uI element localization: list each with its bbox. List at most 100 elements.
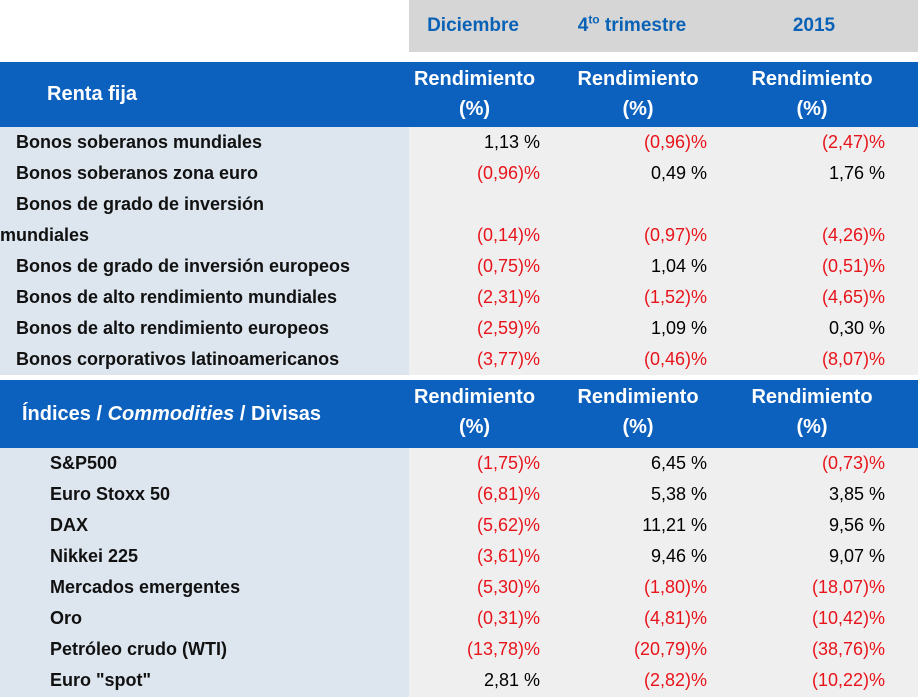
value-trimestre: (0,96)%: [643, 132, 707, 152]
value-diciembre: (0,31)%: [476, 608, 540, 628]
value-trimestre: 1,04 %: [650, 256, 707, 276]
value-columns-bg: [409, 127, 918, 375]
row-label-continuation: mundiales: [0, 225, 90, 245]
table-row: Bonos de alto rendimiento mundiales (2,3…: [0, 282, 918, 313]
value-2015: (2,47)%: [821, 132, 885, 152]
quarter-ordinal-suffix: to: [588, 12, 600, 27]
table-row-label-continued: Bonos de grado de inversión: [0, 189, 918, 220]
col-header-line1: Rendimiento: [577, 386, 699, 408]
renta-fija-table: Bonos soberanos mundiales 1,13 % (0,96)%…: [0, 127, 918, 375]
value-2015: 0,30 %: [828, 318, 885, 338]
value-diciembre: (3,77)%: [476, 349, 540, 369]
row-label: Mercados emergentes: [50, 577, 241, 597]
row-label: Bonos de alto rendimiento mundiales: [16, 287, 338, 307]
value-trimestre: (0,46)%: [643, 349, 707, 369]
value-trimestre: (4,81)%: [643, 608, 707, 628]
value-trimestre: (2,82)%: [643, 670, 707, 690]
value-trimestre: 1,09 %: [650, 318, 707, 338]
table-row: Bonos soberanos mundiales 1,13 % (0,96)%…: [0, 127, 918, 158]
value-trimestre: (0,97)%: [643, 225, 707, 245]
col-header-line1: Rendimiento: [413, 68, 536, 90]
value-diciembre: 2,81 %: [483, 670, 540, 690]
value-diciembre: (0,96)%: [476, 163, 540, 183]
value-diciembre: 1,13 %: [483, 132, 540, 152]
value-trimestre: (1,80)%: [643, 577, 707, 597]
row-label: Bonos de grado de inversión europeos: [16, 256, 351, 276]
value-trimestre: 0,49 %: [650, 163, 707, 183]
row-label: S&P500: [50, 453, 118, 473]
value-2015: (18,07)%: [811, 577, 885, 597]
row-label: DAX: [50, 515, 89, 535]
col-header-line2: (%): [622, 98, 654, 120]
section-header-renta-fija: Renta fija Rendimiento (%) Rendimiento (%)…: [0, 62, 918, 127]
value-2015: 9,07 %: [828, 546, 885, 566]
row-label: Bonos soberanos zona euro: [16, 163, 259, 183]
col-header-line1: Rendimiento: [751, 386, 873, 408]
value-2015: 9,56 %: [828, 515, 885, 535]
row-label: Bonos de alto rendimiento europeos: [16, 318, 330, 338]
col-header-line2: (%): [796, 416, 828, 438]
row-label: Bonos soberanos mundiales: [16, 132, 263, 152]
value-trimestre: 9,46 %: [650, 546, 707, 566]
table-row: Petróleo crudo (WTI) (13,78)% (20,79)% (…: [0, 634, 918, 665]
col-header-trimestre: Rendimiento (%): [560, 382, 716, 442]
col-header-2015: Rendimiento (%): [730, 382, 894, 442]
value-diciembre: (6,81)%: [476, 484, 540, 504]
value-diciembre: (13,78)%: [466, 639, 540, 659]
title-part-divisas: / Divisas: [239, 402, 322, 425]
value-2015: (10,22)%: [811, 670, 885, 690]
value-diciembre: (0,75)%: [476, 256, 540, 276]
value-diciembre: (3,61)%: [476, 546, 540, 566]
table-row: Bonos de grado de inversión europeos (0,…: [0, 251, 918, 282]
indices-table: S&P500 (1,75)% 6,45 % (0,73)% Euro Stoxx…: [0, 448, 918, 697]
section-title-renta-fija: Renta fija: [47, 83, 138, 105]
table-row: S&P500 (1,75)% 6,45 % (0,73)%: [0, 448, 918, 479]
section-title-indices: Índices / Commodities / Divisas: [22, 380, 321, 448]
table-row: Euro "spot" 2,81 % (2,82)% (10,22)%: [0, 665, 918, 696]
label-column-bg: [0, 448, 409, 697]
col-header-diciembre: Rendimiento (%): [409, 382, 540, 442]
table-row: Bonos soberanos zona euro (0,96)% 0,49 %…: [0, 158, 918, 189]
title-part-indices: Índices /: [22, 402, 103, 425]
col-header-trimestre: Rendimiento (%): [560, 64, 716, 124]
period-december: Diciembre: [427, 15, 519, 36]
value-2015: (0,73)%: [821, 453, 885, 473]
label-column-bg: [0, 127, 409, 375]
value-trimestre: 11,21 %: [642, 515, 707, 535]
row-label: Euro Stoxx 50: [50, 484, 171, 504]
value-diciembre: (1,75)%: [476, 453, 540, 473]
table-row: Bonos corporativos latinoamericanos (3,7…: [0, 344, 918, 375]
value-trimestre: 5,38 %: [650, 484, 707, 504]
value-diciembre: (2,31)%: [476, 287, 540, 307]
table-row: Oro (0,31)% (4,81)% (10,42)%: [0, 603, 918, 634]
value-trimestre: 6,45 %: [650, 453, 707, 473]
col-header-line2: (%): [796, 98, 828, 120]
value-2015: (4,65)%: [821, 287, 885, 307]
col-header-line2: (%): [458, 98, 491, 120]
row-label: Bonos de grado de inversión: [16, 194, 265, 214]
value-2015: (10,42)%: [811, 608, 885, 628]
value-diciembre: (5,62)%: [476, 515, 540, 535]
period-fourth-quarter: 4to trimestre: [545, 0, 719, 52]
value-2015: (0,51)%: [821, 256, 885, 276]
value-diciembre: (2,59)%: [476, 318, 540, 338]
col-header-2015: Rendimiento (%): [730, 64, 894, 124]
col-header-line2: (%): [458, 416, 491, 438]
table-row: mundiales (0,14)% (0,97)% (4,26)%: [0, 220, 918, 251]
value-trimestre: (1,52)%: [643, 287, 707, 307]
row-label: Euro "spot": [50, 670, 152, 690]
period-2015: 2015: [792, 15, 836, 36]
table-row: Nikkei 225 (3,61)% 9,46 % 9,07 %: [0, 541, 918, 572]
row-label: Oro: [50, 608, 83, 628]
table-row: Bonos de alto rendimiento europeos (2,59…: [0, 313, 918, 344]
col-header-line2: (%): [622, 416, 654, 438]
quarter-number: 4: [577, 15, 589, 36]
value-2015: (8,07)%: [821, 349, 885, 369]
table-row: DAX (5,62)% 11,21 % 9,56 %: [0, 510, 918, 541]
table-row: Euro Stoxx 50 (6,81)% 5,38 % 3,85 %: [0, 479, 918, 510]
value-diciembre: (0,14)%: [476, 225, 540, 245]
table-row: Mercados emergentes (5,30)% (1,80)% (18,…: [0, 572, 918, 603]
row-label: Petróleo crudo (WTI): [50, 639, 227, 659]
value-columns-bg: [409, 448, 918, 697]
row-label: Bonos corporativos latinoamericanos: [16, 349, 340, 369]
